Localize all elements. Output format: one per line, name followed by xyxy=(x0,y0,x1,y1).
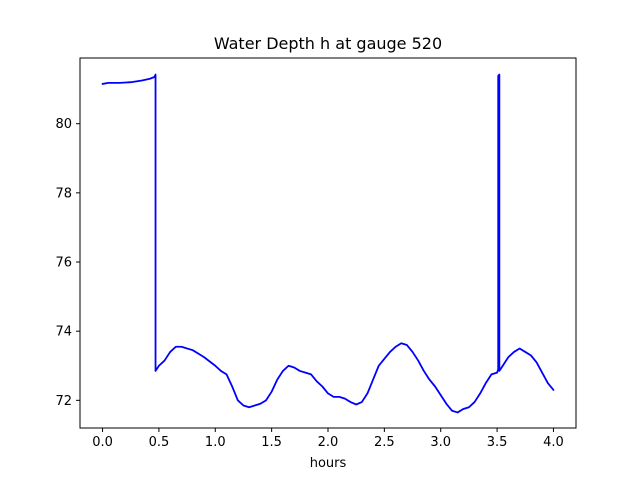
chart-title: Water Depth h at gauge 520 xyxy=(214,34,442,53)
x-tick-label: 4.0 xyxy=(543,435,564,450)
series-line-group xyxy=(101,73,555,414)
x-axis-ticks: 0.0 0.5 1.0 1.5 2.0 2.5 3.0 3.5 4.0 xyxy=(92,428,564,450)
y-tick-label: 76 xyxy=(55,256,72,271)
x-tick-label: 3.5 xyxy=(487,435,508,450)
x-axis-label: hours xyxy=(310,456,347,471)
y-tick-label: 80 xyxy=(55,117,72,132)
y-tick-label: 78 xyxy=(55,186,72,201)
y-axis-ticks: 72 74 76 78 80 xyxy=(55,117,80,409)
y-tick-label: 74 xyxy=(55,325,72,340)
x-tick-label: 3.0 xyxy=(430,435,451,450)
x-tick-label: 0.5 xyxy=(149,435,170,450)
x-tick-label: 1.5 xyxy=(261,435,282,450)
x-tick-label: 0.0 xyxy=(92,435,113,450)
series-line-0 xyxy=(101,73,555,414)
x-tick-label: 2.5 xyxy=(374,435,395,450)
y-tick-label: 72 xyxy=(55,394,72,409)
x-tick-label: 2.0 xyxy=(318,435,339,450)
x-tick-label: 1.0 xyxy=(205,435,226,450)
